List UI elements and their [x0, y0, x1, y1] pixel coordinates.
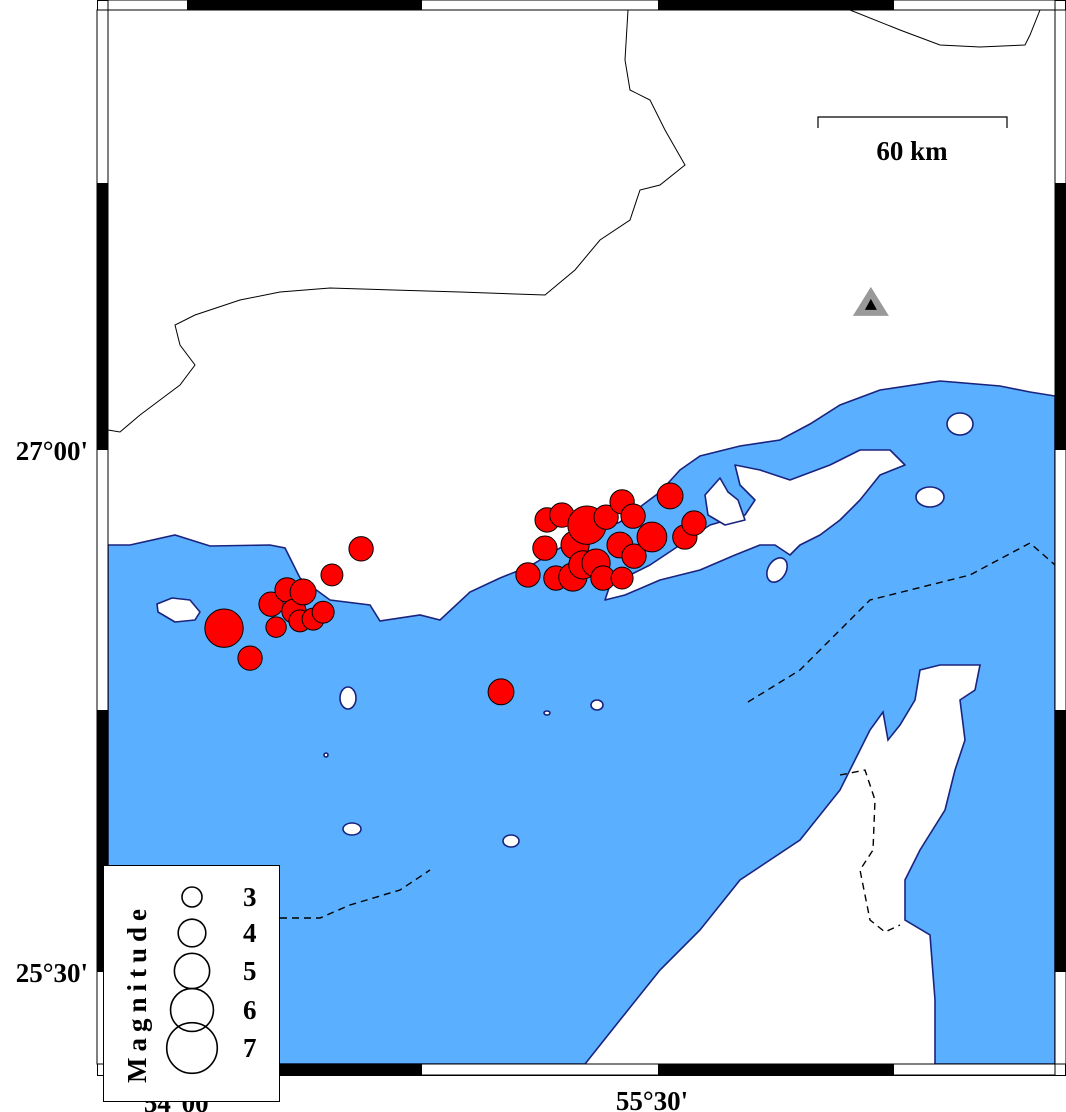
earthquake-marker: [681, 510, 707, 536]
scale-bar-label: 60 km: [876, 136, 948, 166]
earthquake-marker: [311, 600, 335, 624]
magnitude-legend: Magnitude 3 4 5 6 7: [103, 865, 280, 1102]
earthquake-marker: [620, 503, 646, 529]
earthquake-marker: [487, 678, 515, 706]
province-border: [108, 10, 686, 433]
lat-label-25-30: 25°30': [16, 958, 88, 988]
earthquake-marker: [621, 543, 647, 569]
country-border: [839, 769, 901, 933]
earthquake-marker: [348, 536, 374, 562]
scale-bar: 60 km: [817, 116, 1008, 166]
legend-title: Magnitude: [122, 903, 152, 1083]
legend-circle: [169, 987, 215, 1033]
earthquake-marker: [320, 563, 344, 587]
island: [502, 834, 520, 848]
earthquake-marker: [593, 504, 619, 530]
legend-label: 7: [243, 1033, 257, 1063]
island: [946, 412, 974, 436]
legend-label: 3: [243, 882, 257, 912]
island: [339, 686, 357, 710]
maritime-boundary: [747, 542, 1055, 703]
earthquake-marker: [258, 591, 284, 617]
island: [342, 822, 362, 836]
island: [766, 557, 788, 583]
island: [915, 486, 945, 508]
earthquake-marker: [204, 608, 244, 648]
lon-label-55-30: 55°30': [616, 1086, 688, 1112]
island: [156, 597, 201, 623]
legend-circle: [181, 886, 203, 908]
province-border: [849, 10, 1041, 48]
earthquake-marker: [532, 535, 558, 561]
legend-label: 4: [243, 918, 257, 948]
sea: [108, 380, 1055, 1064]
earthquake-marker: [656, 482, 684, 510]
legend-circle: [177, 918, 207, 948]
legend-circle: [165, 1021, 219, 1075]
earthquake-marker: [265, 616, 287, 638]
lat-label-27: 27°00': [16, 436, 88, 466]
earthquake-marker: [636, 521, 668, 553]
island: [323, 752, 329, 758]
earthquake-marker: [289, 578, 317, 606]
earthquake-marker: [237, 645, 263, 671]
island: [543, 710, 551, 716]
station-marker: [852, 286, 889, 316]
maritime-boundary: [280, 869, 431, 919]
island: [590, 699, 604, 711]
earthquake-marker: [515, 562, 541, 588]
islets: [704, 477, 746, 526]
earthquake-events: [204, 482, 707, 706]
station-inner-icon: [864, 298, 877, 310]
legend-label: 6: [243, 995, 257, 1025]
legend-label: 5: [243, 956, 257, 986]
earthquake-marker: [610, 566, 634, 590]
